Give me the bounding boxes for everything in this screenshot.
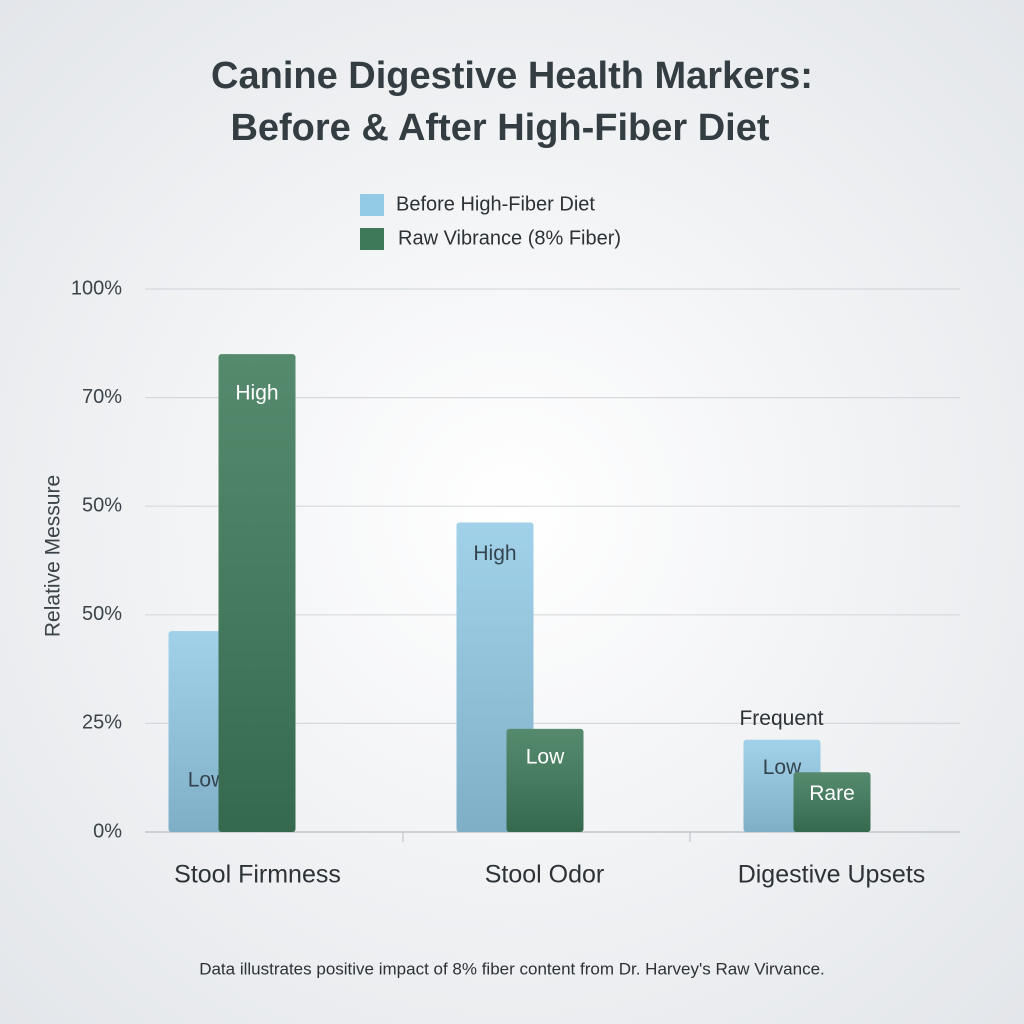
data-label: High <box>473 542 516 565</box>
legend-label: Before High-Fiber Diet <box>396 193 595 215</box>
y-axis-label: Relative Messure <box>42 475 65 637</box>
y-tick-label: 0% <box>93 820 122 842</box>
bar-shade <box>793 772 871 832</box>
y-tick-label: 70% <box>82 386 122 408</box>
data-label: Rare <box>809 782 855 805</box>
x-tick-label: Digestive Upsets <box>738 861 926 889</box>
data-label: High <box>235 382 278 405</box>
legend-swatch <box>360 228 384 250</box>
y-tick-label: 50% <box>82 603 122 625</box>
data-label: Low <box>526 745 565 768</box>
chart-title: Before & After High-Fiber Diet <box>230 107 769 149</box>
x-tick-label: Stool Firmness <box>174 861 341 889</box>
bar-shade <box>218 354 296 832</box>
data-label: Low <box>188 769 227 792</box>
x-tick-label: Stool Odor <box>485 861 605 889</box>
legend-label: Raw Vibrance (8% Fiber) <box>398 227 621 249</box>
annotation: Frequent <box>739 707 823 730</box>
y-tick-label: 50% <box>82 494 122 516</box>
bar-shade <box>506 728 584 832</box>
footnote: Data illustrates positive impact of 8% f… <box>199 959 825 978</box>
y-tick-label: 25% <box>82 712 122 734</box>
legend-swatch <box>360 194 384 216</box>
chart-title: Canine Digestive Health Markers: <box>211 55 813 97</box>
y-tick-label: 100% <box>71 277 122 299</box>
data-label: Low <box>763 756 802 779</box>
